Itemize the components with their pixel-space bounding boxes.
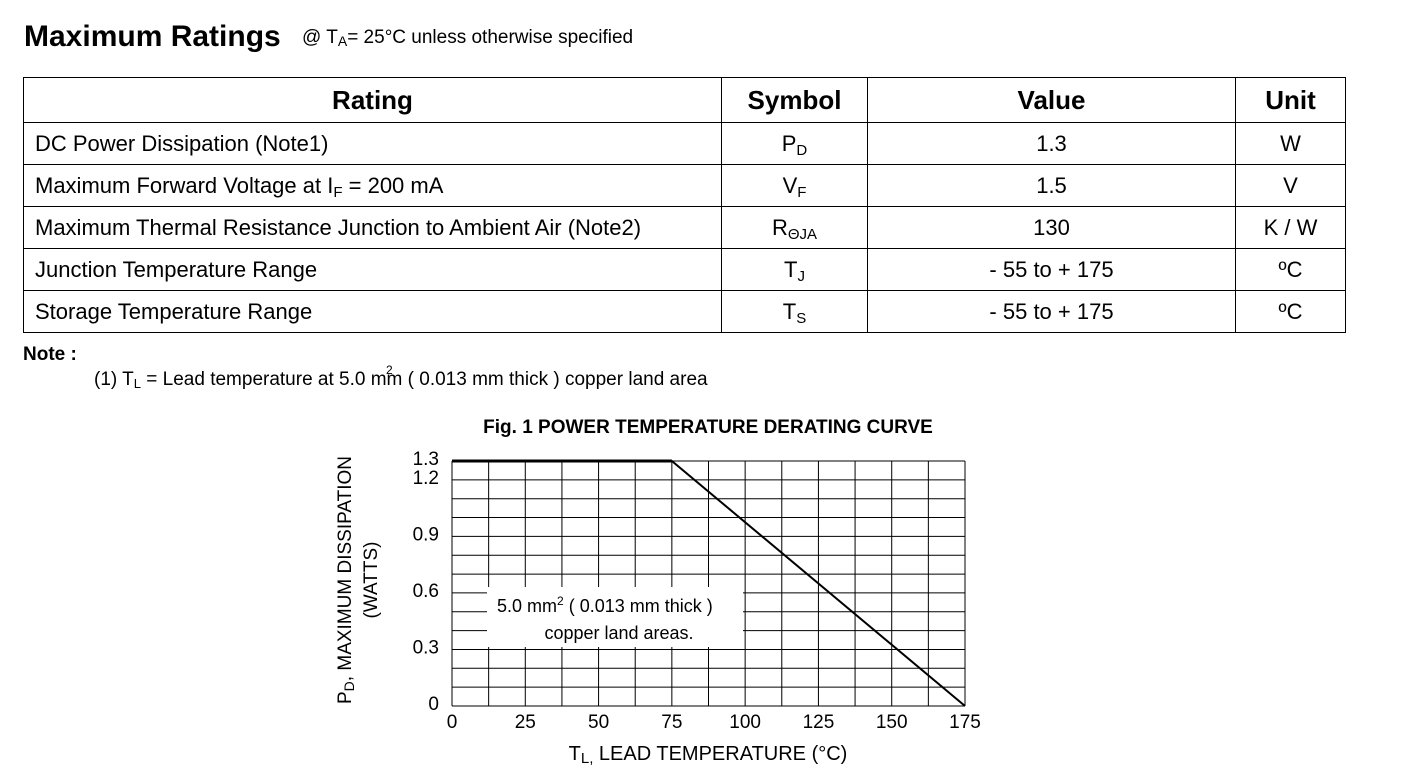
x-axis-label: TL, LEAD TEMPERATURE (°C) xyxy=(569,743,848,767)
symbol-main: V xyxy=(782,172,798,198)
note-superscript: 2 xyxy=(386,363,393,377)
chart-title: Fig. 1 POWER TEMPERATURE DERATING CURVE xyxy=(483,417,933,438)
symbol-cell: PD xyxy=(721,122,868,165)
test-condition: @ TA= 25°C unless otherwise specified xyxy=(302,27,633,49)
y-axis-label-line2: (WATTS) xyxy=(361,541,382,618)
x-tick-label: 150 xyxy=(876,712,908,733)
annotation-background xyxy=(487,587,743,647)
symbol-sub: F xyxy=(797,183,807,201)
x-tick-label: 75 xyxy=(661,712,682,733)
table-row: Maximum Thermal Resistance Junction to A… xyxy=(23,206,1346,249)
rating-sub: F xyxy=(333,183,343,201)
y-axis-label-line1: PD, MAXIMUM DISSIPATION xyxy=(335,456,357,704)
rating-tail: = 200 mA xyxy=(342,172,444,198)
x-tick-label: 25 xyxy=(515,712,536,733)
y-tick-labels: 0 0.3 0.6 0.9 1.21.3 xyxy=(413,449,439,715)
value-cell: 1.5 xyxy=(867,164,1236,207)
y-tick-label: 0.6 xyxy=(413,581,439,602)
table-row: Junction Temperature Range TJ - 55 to + … xyxy=(23,248,1346,291)
header-rating: Rating xyxy=(23,77,722,123)
rating-cell: DC Power Dissipation (Note1) xyxy=(23,122,722,165)
page-title: Maximum Ratings xyxy=(24,20,281,53)
x-tick-label: 50 xyxy=(588,712,609,733)
annotation-line1: 5.0 mm2 ( 0.013 mm thick ) xyxy=(497,594,713,616)
ratings-table: Rating Symbol Value Unit DC Power Dissip… xyxy=(23,77,1346,333)
symbol-sub: ΘJA xyxy=(787,225,818,243)
header-value: Value xyxy=(867,77,1236,123)
rating-text: Maximum Forward Voltage at I xyxy=(35,172,334,198)
symbol-cell: RΘJA xyxy=(721,206,868,249)
rating-cell: Maximum Thermal Resistance Junction to A… xyxy=(23,206,722,249)
x-tick-labels: 0 25 50 75 100 125 150 175 xyxy=(447,712,981,733)
note-text: (1) TL = Lead temperature at 5.0 mm ( 0.… xyxy=(94,369,708,391)
symbol-sub: J xyxy=(797,267,805,285)
rating-cell: Maximum Forward Voltage at IF = 200 mA xyxy=(23,164,722,207)
condition-prefix: @ T xyxy=(302,27,338,48)
annotation-line2: copper land areas. xyxy=(544,623,693,643)
note-prefix: (1) T xyxy=(94,369,134,390)
rating-cell: Junction Temperature Range xyxy=(23,248,722,291)
symbol-main: T xyxy=(782,298,797,324)
symbol-main: R xyxy=(771,214,788,240)
value-cell: - 55 to + 175 xyxy=(867,248,1236,291)
symbol-main: P xyxy=(781,130,797,156)
x-tick-label: 175 xyxy=(949,712,981,733)
symbol-sub: S xyxy=(796,309,807,327)
y-tick-label: 1.2 xyxy=(413,468,439,489)
table-header-row: Rating Symbol Value Unit xyxy=(23,77,1346,123)
symbol-main: T xyxy=(784,256,798,282)
chart-grid xyxy=(451,460,966,707)
table-row: Storage Temperature Range TS - 55 to + 1… xyxy=(23,290,1346,333)
unit-cell: V xyxy=(1235,164,1346,207)
symbol-sub: D xyxy=(796,141,808,159)
note-suffix: = Lead temperature at 5.0 mm ( 0.013 mm … xyxy=(141,369,708,390)
x-tick-label: 0 xyxy=(447,712,458,733)
unit-cell: K / W xyxy=(1235,206,1346,249)
symbol-cell: TS xyxy=(721,290,868,333)
y-tick-label: 0.3 xyxy=(413,637,439,658)
header-symbol: Symbol xyxy=(721,77,868,123)
unit-cell: ºC xyxy=(1235,248,1346,291)
x-tick-label: 125 xyxy=(803,712,835,733)
value-cell: - 55 to + 175 xyxy=(867,290,1236,333)
unit-cell: ºC xyxy=(1235,290,1346,333)
note-label: Note : xyxy=(23,344,77,365)
note-sub: L xyxy=(133,376,141,391)
header-unit: Unit xyxy=(1235,77,1346,123)
symbol-cell: TJ xyxy=(721,248,868,291)
value-cell: 130 xyxy=(867,206,1236,249)
y-tick-label: 0 xyxy=(428,694,439,715)
y-tick-label: 0.9 xyxy=(413,524,439,545)
rating-cell: Storage Temperature Range xyxy=(23,290,722,333)
x-tick-label: 100 xyxy=(729,712,761,733)
condition-sub: A xyxy=(337,33,348,49)
unit-cell: W xyxy=(1235,122,1346,165)
y-tick-label: 1.3 xyxy=(413,449,439,470)
condition-suffix: = 25°C unless otherwise specified xyxy=(347,27,634,48)
